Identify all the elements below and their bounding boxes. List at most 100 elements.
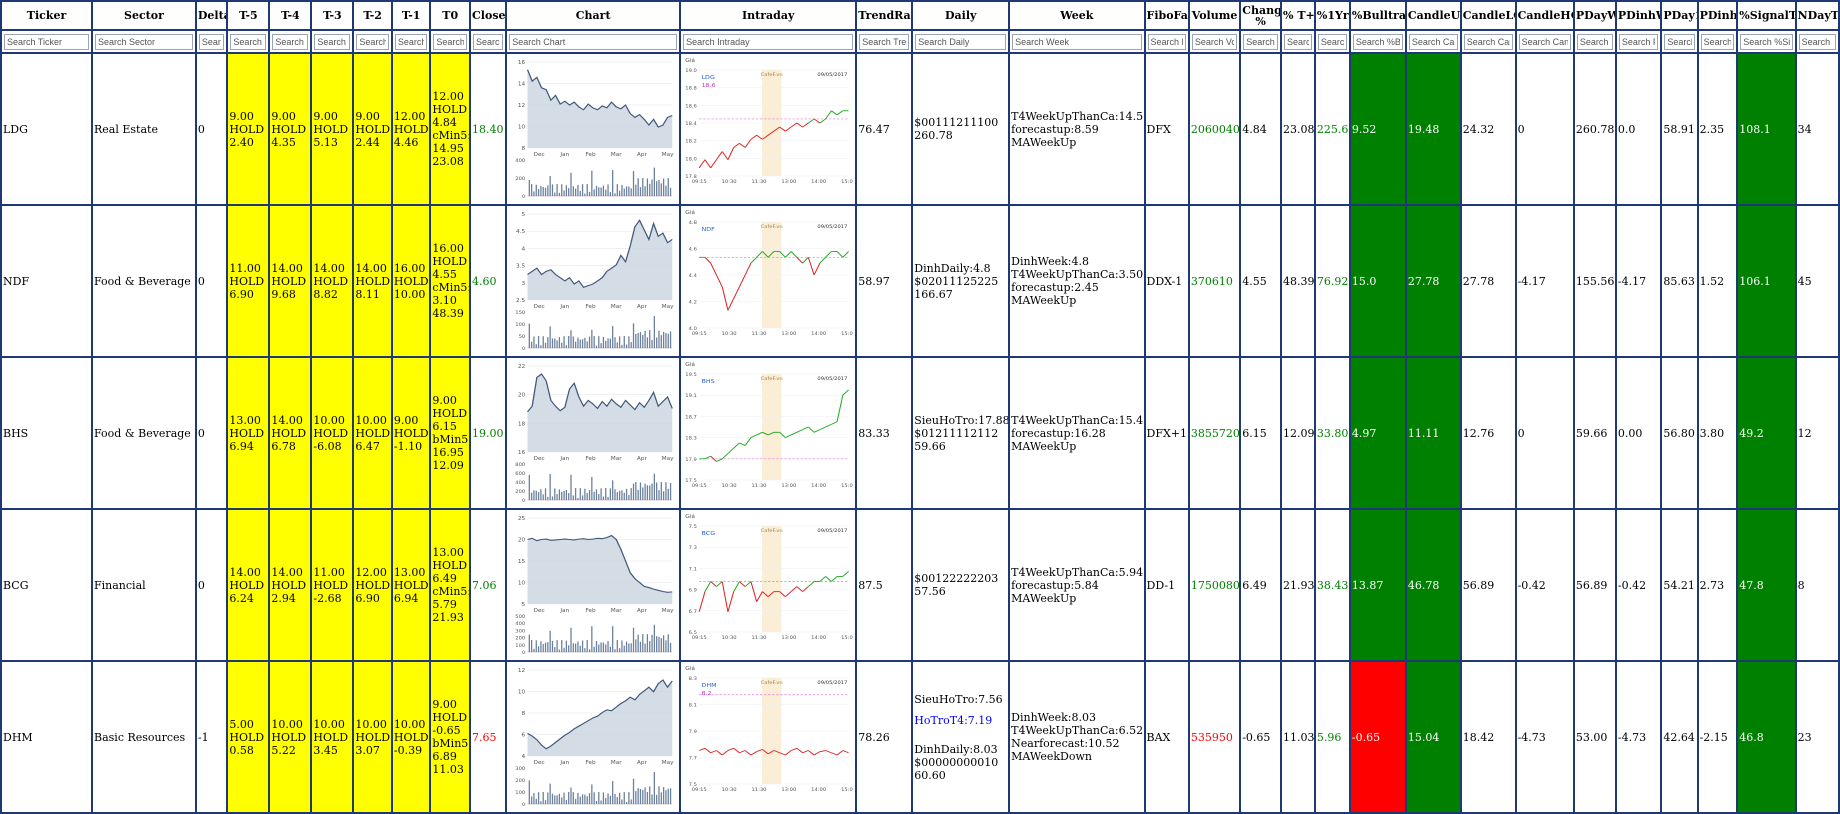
column-header-ndayt4[interactable]: NDayT4 (1794, 0, 1840, 31)
volume-cell: 3855720 (1187, 356, 1242, 510)
table-row[interactable]: DHM Basic Resources -1 5.00 HOLD 0.58 10.00 … (0, 660, 1840, 814)
chart-volume-bar (651, 794, 653, 804)
column-header-pdinh1[interactable]: PDinh1 (1696, 0, 1739, 31)
search-ticker-input[interactable] (4, 33, 90, 50)
search-trendrate-input[interactable] (859, 33, 910, 50)
search-volume-input[interactable] (1191, 33, 1238, 50)
search-signal-input[interactable] (1740, 33, 1793, 50)
daily-cell: SieuHoTro:7.56 HoTroT4:7.19 DinhDaily:8.03… (911, 660, 1011, 814)
search-pdayw-input[interactable] (1576, 33, 1613, 50)
filter-cell-pdayw (1572, 29, 1617, 54)
chart-volume-bar (640, 788, 642, 804)
search-sector-input[interactable] (95, 33, 193, 50)
search-pday1-input[interactable] (1664, 33, 1695, 50)
candlehc-cell: -4.17 (1514, 204, 1575, 358)
column-header-fibofan[interactable]: FiboFan (1143, 0, 1190, 31)
column-header-chart[interactable]: Chart (505, 0, 682, 31)
chart-month-label: Jan (560, 304, 570, 310)
table-row[interactable]: BCG Financial 0 14.00 HOLD 6.24 14.00 HOLD 2… (0, 508, 1840, 662)
search-candlehc-input[interactable] (1518, 33, 1571, 50)
search-fibofan-input[interactable] (1147, 33, 1186, 50)
ticker-cell[interactable]: BCG (0, 508, 94, 662)
column-header-t4[interactable]: T-4 (268, 0, 313, 31)
column-header-volume[interactable]: Volume (1187, 0, 1242, 31)
column-header-pdinhw[interactable]: PDinhW (1614, 0, 1663, 31)
ticker-cell[interactable]: LDG (0, 52, 94, 206)
intraday-price-segment (716, 581, 723, 587)
chart-volume-tick: 100 (515, 790, 525, 796)
column-header-bulltrap[interactable]: %Bulltrap (1348, 0, 1407, 31)
search-pt4-input[interactable] (1284, 33, 1312, 50)
search-pdinh1-input[interactable] (1700, 33, 1735, 50)
table-row[interactable]: LDG Real Estate 0 9.00 HOLD 2.40 9.00 HOLD 4… (0, 52, 1840, 206)
search-t2-input[interactable] (356, 33, 389, 50)
search-candleup-input[interactable] (1408, 33, 1458, 50)
intraday-price-segment (739, 750, 746, 754)
search-week-input[interactable] (1012, 33, 1142, 50)
search-ndayt4-input[interactable] (1798, 33, 1836, 50)
chart-volume-bar (609, 795, 612, 804)
column-header-week[interactable]: Week (1008, 0, 1146, 31)
column-header-change[interactable]: Change % (1239, 0, 1283, 31)
column-header-t5[interactable]: T-5 (226, 0, 271, 31)
search-t4-input[interactable] (272, 33, 309, 50)
column-header-pt4[interactable]: % T+4 (1280, 0, 1316, 31)
search-candlelc-input[interactable] (1463, 33, 1513, 50)
search-intraday-input[interactable] (683, 33, 854, 50)
chart-volume-bar (665, 482, 667, 500)
column-header-candlehc[interactable]: CandleHC (1514, 0, 1575, 31)
intraday-ytick: 4.6 (689, 247, 697, 253)
pdayw-cell: 56.89 (1572, 508, 1617, 662)
search-change-input[interactable] (1243, 33, 1279, 50)
search-close-input[interactable] (473, 33, 504, 50)
search-delta-input[interactable] (198, 33, 225, 50)
filter-cell-pt4 (1280, 29, 1316, 54)
column-header-t0[interactable]: T0 (429, 0, 472, 31)
volume-cell: 1750080 (1187, 508, 1242, 662)
ticker-cell[interactable]: NDF (0, 204, 94, 358)
column-header-daily[interactable]: Daily (911, 0, 1011, 31)
search-chart-input[interactable] (509, 33, 678, 50)
table-row[interactable]: NDF Food & Beverage 0 11.00 HOLD 6.90 14.00 … (0, 204, 1840, 358)
column-header-t1[interactable]: T-1 (390, 0, 432, 31)
search-t3-input[interactable] (314, 33, 351, 50)
chart-month-label: May (662, 152, 675, 158)
chart-month-label: May (662, 760, 675, 766)
column-header-t2[interactable]: T-2 (352, 0, 393, 31)
column-header-p1yr[interactable]: %1Yrs (1313, 0, 1351, 31)
column-header-ticker[interactable]: Ticker (0, 0, 94, 31)
search-pdinhw-input[interactable] (1618, 33, 1659, 50)
search-t5-input[interactable] (230, 33, 267, 50)
chart-volume-bar (640, 641, 642, 652)
chart-month-label: Apr (637, 608, 648, 614)
column-header-candleup[interactable]: CandleUp (1404, 0, 1462, 31)
table-row[interactable]: BHS Food & Beverage 0 13.00 HOLD 6.94 14.00 … (0, 356, 1840, 510)
search-t0-input[interactable] (433, 33, 468, 50)
search-daily-input[interactable] (915, 33, 1007, 50)
search-t1-input[interactable] (394, 33, 428, 50)
ticker-cell[interactable]: BHS (0, 356, 94, 510)
ticker-cell[interactable]: DHM (0, 660, 94, 814)
column-header-trendrate[interactable]: TrendRate (855, 0, 914, 31)
intraday-price-segment (733, 581, 740, 592)
column-header-t3[interactable]: T-3 (310, 0, 355, 31)
column-header-intraday[interactable]: Intraday (679, 0, 858, 31)
column-header-candlelc[interactable]: CandleLC (1459, 0, 1517, 31)
trendrate-cell: 78.26 (855, 660, 914, 814)
search-p1yr-input[interactable] (1317, 33, 1347, 50)
column-header-sector[interactable]: Sector (91, 0, 197, 31)
column-header-close[interactable]: Close (469, 0, 508, 31)
chart-volume-bar (540, 345, 542, 348)
chart-volume-tick: 0 (522, 650, 525, 656)
chart-ytick: 4 (522, 754, 526, 760)
column-header-signal[interactable]: %SignalT4 (1736, 0, 1797, 31)
intraday-price-segment (836, 251, 844, 258)
column-header-pdayw[interactable]: PDayW (1572, 0, 1617, 31)
intraday-time-label: 13:00 (781, 179, 796, 185)
chart-volume-bar (596, 345, 598, 348)
search-bulltrap-input[interactable] (1352, 33, 1403, 50)
chart-volume-bar (584, 337, 586, 348)
column-header-pday1[interactable]: PDay1 (1660, 0, 1699, 31)
column-header-delta[interactable]: Delta (194, 0, 229, 31)
intraday-time-label: 10:30 (722, 179, 737, 185)
